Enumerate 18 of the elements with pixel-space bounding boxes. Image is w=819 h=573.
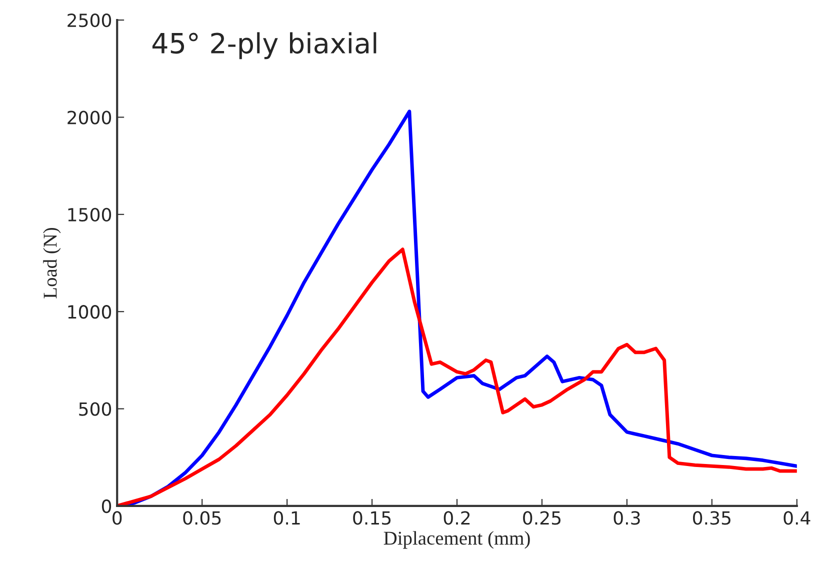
x-tick-label: 0.25 bbox=[523, 511, 560, 525]
x-tick-label: 0.1 bbox=[274, 511, 300, 525]
y-tick-label: 2500 bbox=[68, 14, 112, 28]
x-tick-label: 0.4 bbox=[784, 511, 810, 525]
chart-title: 45° 2-ply biaxial bbox=[152, 32, 376, 60]
y-tick-label: 1000 bbox=[68, 305, 112, 319]
x-tick-label: 0.2 bbox=[444, 511, 470, 525]
x-tick-label: 0.3 bbox=[614, 511, 640, 525]
x-tick-label: 0.05 bbox=[183, 511, 221, 525]
y-tick-label: 500 bbox=[79, 402, 112, 416]
x-tick-label: 0.35 bbox=[693, 511, 730, 525]
y-tick-label: 1500 bbox=[68, 208, 112, 222]
y-tick-label: 0 bbox=[102, 499, 112, 514]
y-axis-title: Load (N) bbox=[43, 228, 61, 298]
y-tick-label: 2000 bbox=[68, 110, 112, 124]
x-axis-title: Diplacement (mm) bbox=[384, 531, 530, 549]
x-tick-label: 0 bbox=[112, 511, 122, 525]
x-tick-label: 0.15 bbox=[353, 511, 391, 525]
